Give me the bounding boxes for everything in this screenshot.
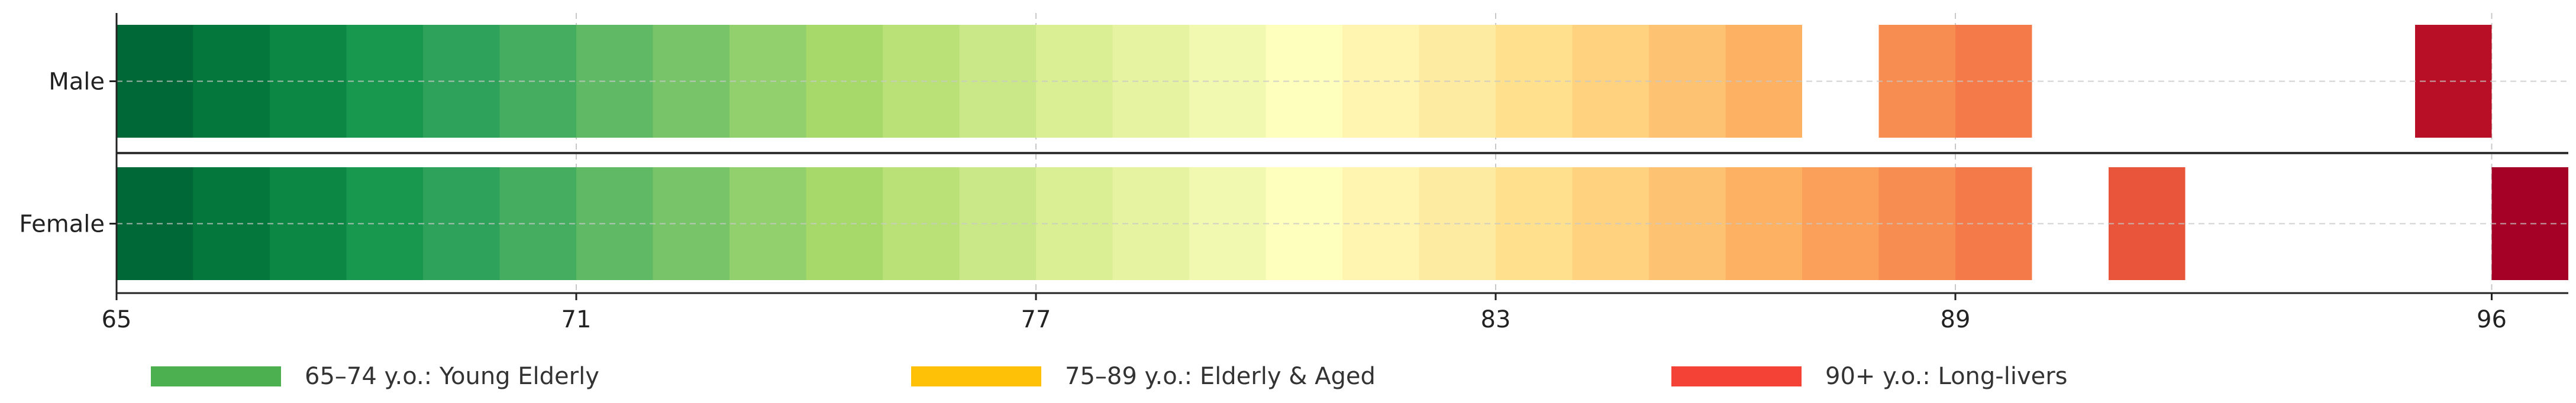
legend-swatch [911,366,1041,386]
legend-label: 75–89 y.o.: Elderly & Aged [1065,363,1376,390]
axis-layer: 65 71 77 83 89 96 Male Female [19,13,2568,333]
legend-item-long-livers: 90+ y.o.: Long-livers [1671,356,2068,397]
legend-label: 90+ y.o.: Long-livers [1825,363,2068,390]
legend-item-elderly-aged: 75–89 y.o.: Elderly & Aged [911,356,1376,397]
x-tick-label: 71 [561,306,592,333]
y-category-label: Male [49,69,105,96]
x-tick-label: 83 [1481,306,1511,333]
legend-swatch [1671,366,1802,386]
x-tick-label: 89 [1941,306,1971,333]
x-tick-label: 65 [102,306,132,333]
legend-item-young-elderly: 65–74 y.o.: Young Elderly [151,356,599,397]
legend-swatch [151,366,281,386]
legend-label: 65–74 y.o.: Young Elderly [305,363,599,390]
y-category-label: Female [19,211,105,238]
legend: 65–74 y.o.: Young Elderly 75–89 y.o.: El… [0,356,2576,397]
age-distribution-chart: 65 71 77 83 89 96 Male Female [19,13,2568,333]
x-tick-label: 96 [2477,306,2507,333]
x-tick-label: 77 [1021,306,1051,333]
